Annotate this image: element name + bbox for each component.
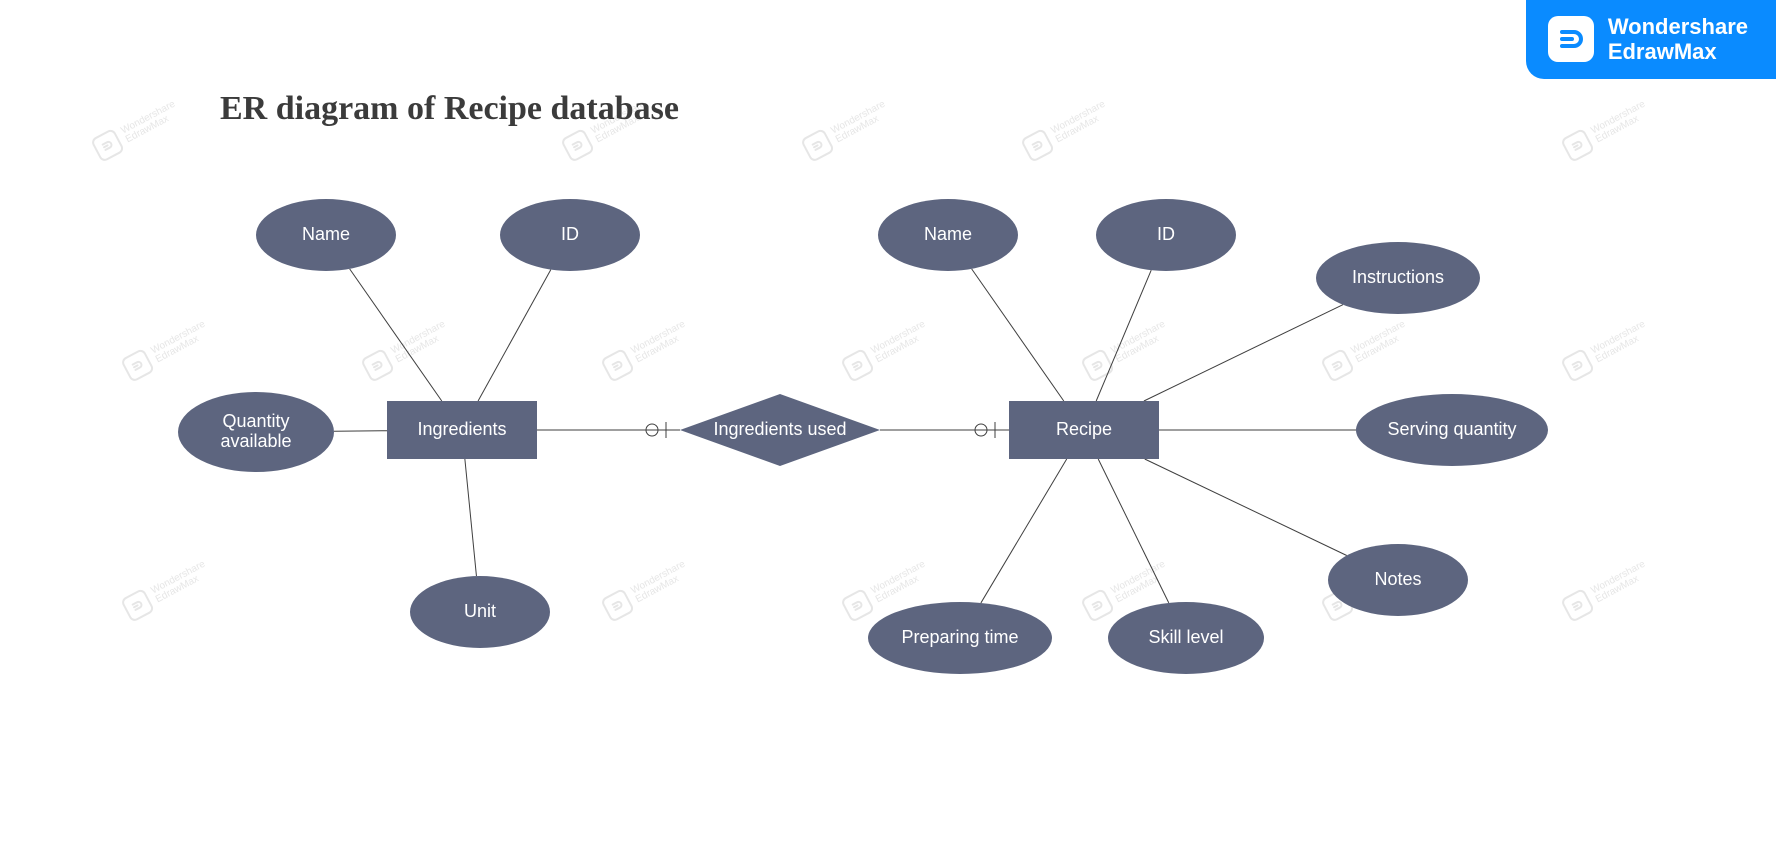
- node-ing_unit: Unit: [410, 576, 550, 648]
- brand-badge-icon: [1548, 16, 1594, 62]
- node-recipe: Recipe: [1009, 401, 1159, 459]
- node-label: Serving quantity: [1387, 419, 1516, 439]
- edge: [1096, 270, 1151, 401]
- node-label: Preparing time: [901, 627, 1018, 647]
- node-label: ID: [561, 224, 579, 244]
- brand-badge: Wondershare EdrawMax: [1526, 0, 1776, 79]
- node-ing_qty: Quantityavailable: [178, 392, 334, 472]
- edge: [972, 269, 1064, 401]
- node-label: Instructions: [1352, 267, 1444, 287]
- brand-badge-text: Wondershare EdrawMax: [1608, 14, 1748, 65]
- node-label: available: [220, 431, 291, 451]
- edge: [350, 269, 442, 401]
- node-rec_skill: Skill level: [1108, 602, 1264, 674]
- node-label: Name: [924, 224, 972, 244]
- edge: [465, 459, 477, 576]
- node-ing_id: ID: [500, 199, 640, 271]
- node-rec_id: ID: [1096, 199, 1236, 271]
- node-label: Ingredients used: [713, 419, 846, 439]
- node-label: Recipe: [1056, 419, 1112, 439]
- edge: [1145, 459, 1347, 555]
- edge: [478, 270, 551, 401]
- edge: [981, 459, 1067, 603]
- node-label: Unit: [464, 601, 496, 621]
- edge: [334, 431, 387, 432]
- brand-badge-line2: EdrawMax: [1608, 39, 1748, 64]
- node-label: Name: [302, 224, 350, 244]
- node-rec_notes: Notes: [1328, 544, 1468, 616]
- node-label: Ingredients: [417, 419, 506, 439]
- node-label: Notes: [1374, 569, 1421, 589]
- node-rec_name: Name: [878, 199, 1018, 271]
- node-rel: Ingredients used: [680, 394, 880, 466]
- node-rec_serv: Serving quantity: [1356, 394, 1548, 466]
- node-ingredients: Ingredients: [387, 401, 537, 459]
- node-label: Quantity: [222, 411, 289, 431]
- brand-badge-line1: Wondershare: [1608, 14, 1748, 39]
- node-ing_name: Name: [256, 199, 396, 271]
- diagram-title: ER diagram of Recipe database: [220, 90, 679, 128]
- node-label: ID: [1157, 224, 1175, 244]
- node-label: Skill level: [1148, 627, 1223, 647]
- edge: [1098, 459, 1169, 603]
- edge: [1144, 305, 1343, 401]
- node-rec_prep: Preparing time: [868, 602, 1052, 674]
- node-rec_instr: Instructions: [1316, 242, 1480, 314]
